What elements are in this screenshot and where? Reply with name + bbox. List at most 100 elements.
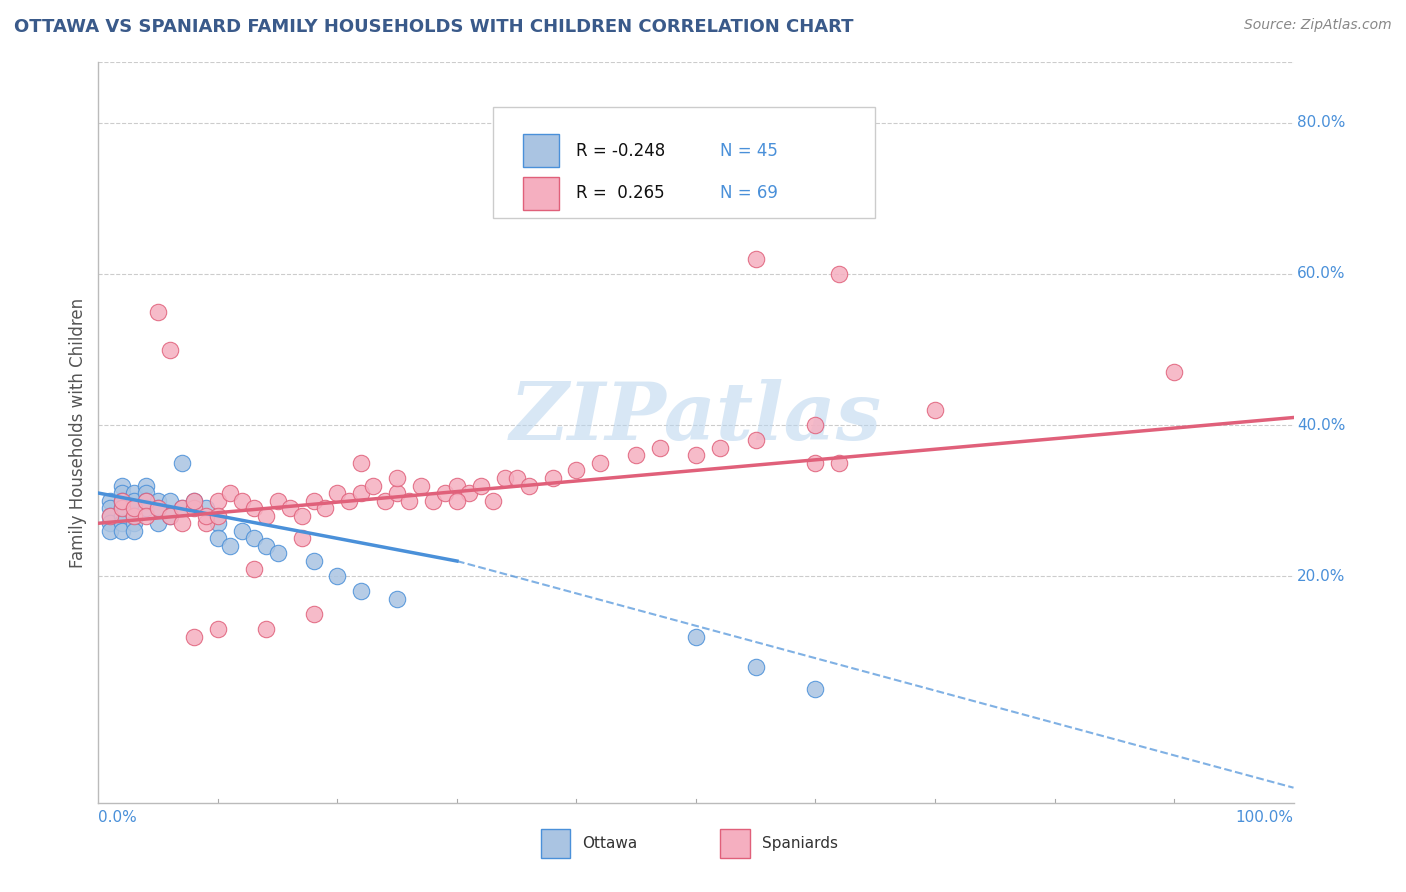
Point: [183, 493, 205, 508]
Point: [111, 524, 134, 538]
Point: [326, 569, 349, 583]
Point: [350, 486, 373, 500]
Point: [207, 622, 229, 636]
Point: [111, 501, 134, 516]
Point: [648, 441, 672, 455]
Point: [685, 448, 707, 462]
Point: [135, 493, 157, 508]
Point: [135, 501, 157, 516]
Point: [291, 532, 314, 546]
Point: [494, 471, 516, 485]
Point: [1163, 365, 1185, 379]
Point: [195, 516, 218, 531]
Point: [195, 501, 218, 516]
Text: Source: ZipAtlas.com: Source: ZipAtlas.com: [1244, 18, 1392, 32]
Point: [685, 630, 707, 644]
FancyBboxPatch shape: [541, 830, 571, 857]
Text: R =  0.265: R = 0.265: [576, 184, 665, 202]
Point: [135, 508, 157, 523]
Point: [385, 471, 409, 485]
Point: [302, 607, 325, 621]
Point: [207, 508, 229, 523]
Point: [804, 418, 827, 433]
Point: [111, 493, 134, 508]
Text: 80.0%: 80.0%: [1298, 115, 1346, 130]
Point: [924, 403, 946, 417]
Text: 40.0%: 40.0%: [1298, 417, 1346, 433]
Point: [98, 524, 122, 538]
Point: [231, 524, 253, 538]
Text: ZIPatlas: ZIPatlas: [510, 379, 882, 457]
Point: [254, 622, 277, 636]
Point: [626, 448, 648, 462]
Point: [804, 456, 827, 470]
Point: [470, 478, 492, 492]
Point: [541, 471, 564, 485]
Point: [565, 463, 588, 477]
Text: Ottawa: Ottawa: [582, 836, 638, 851]
Point: [195, 508, 218, 523]
Point: [422, 493, 444, 508]
Point: [363, 478, 385, 492]
Point: [135, 486, 157, 500]
Point: [111, 501, 134, 516]
Point: [385, 591, 409, 606]
FancyBboxPatch shape: [523, 177, 558, 210]
Point: [434, 486, 457, 500]
Text: 60.0%: 60.0%: [1298, 267, 1346, 282]
Point: [243, 561, 266, 575]
Point: [111, 493, 134, 508]
Point: [172, 456, 194, 470]
Text: N = 69: N = 69: [720, 184, 778, 202]
Point: [267, 547, 290, 561]
Point: [124, 508, 146, 523]
Point: [98, 493, 122, 508]
Point: [267, 493, 290, 508]
Point: [148, 304, 170, 318]
Point: [124, 516, 146, 531]
Text: 0.0%: 0.0%: [98, 810, 138, 825]
Point: [302, 554, 325, 568]
Point: [207, 493, 229, 508]
Point: [159, 508, 181, 523]
Point: [124, 524, 146, 538]
Point: [517, 478, 540, 492]
Point: [124, 508, 146, 523]
Point: [159, 493, 181, 508]
Point: [446, 478, 468, 492]
Point: [411, 478, 433, 492]
Point: [111, 516, 134, 531]
Point: [709, 441, 731, 455]
Point: [148, 516, 170, 531]
Point: [207, 532, 229, 546]
FancyBboxPatch shape: [494, 107, 876, 218]
Point: [124, 486, 146, 500]
Point: [385, 486, 409, 500]
Point: [148, 493, 170, 508]
Point: [398, 493, 420, 508]
Point: [172, 516, 194, 531]
Point: [183, 630, 205, 644]
Point: [350, 456, 373, 470]
Point: [374, 493, 396, 508]
Point: [254, 508, 277, 523]
Point: [446, 493, 468, 508]
Point: [589, 456, 612, 470]
Point: [458, 486, 481, 500]
Point: [159, 508, 181, 523]
Point: [124, 493, 146, 508]
Point: [98, 508, 122, 523]
Point: [481, 493, 505, 508]
Point: [148, 501, 170, 516]
Point: [745, 660, 768, 674]
Text: OTTAWA VS SPANIARD FAMILY HOUSEHOLDS WITH CHILDREN CORRELATION CHART: OTTAWA VS SPANIARD FAMILY HOUSEHOLDS WIT…: [14, 18, 853, 36]
Point: [111, 486, 134, 500]
FancyBboxPatch shape: [523, 134, 558, 168]
Point: [183, 493, 205, 508]
Point: [745, 252, 768, 266]
Point: [172, 501, 194, 516]
Point: [219, 539, 242, 553]
Text: N = 45: N = 45: [720, 142, 778, 160]
Point: [291, 508, 314, 523]
Text: R = -0.248: R = -0.248: [576, 142, 665, 160]
